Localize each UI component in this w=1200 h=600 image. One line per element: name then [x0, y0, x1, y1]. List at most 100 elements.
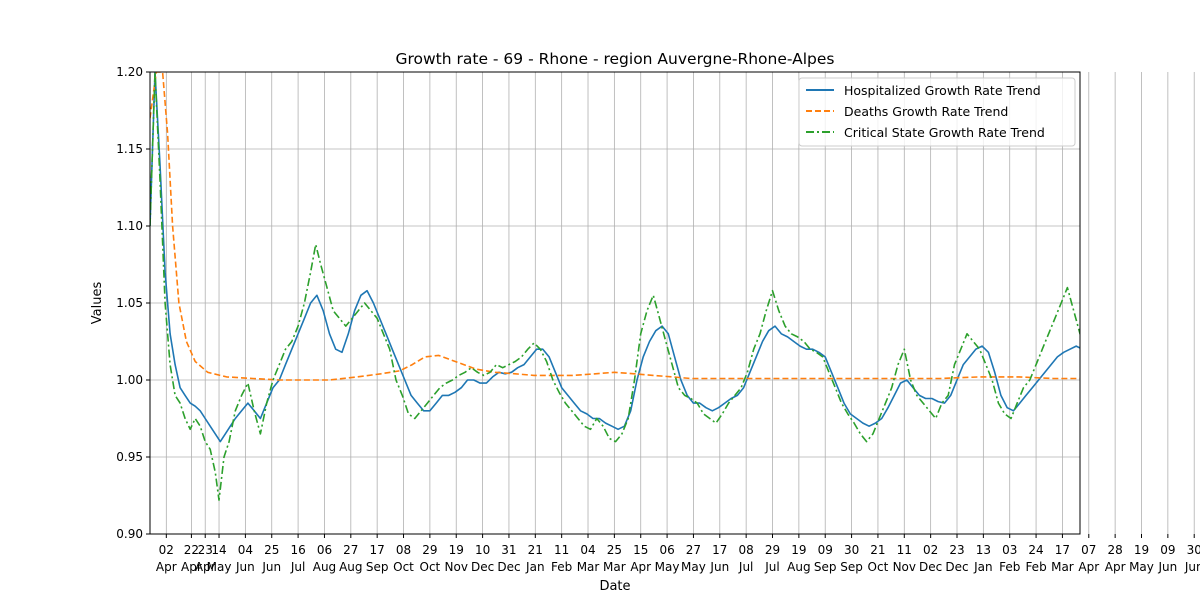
x-tick-label-month: Jul [290, 560, 305, 574]
x-tick-label-month: Jan [525, 560, 545, 574]
x-tick-label-month: Feb [551, 560, 572, 574]
x-tick-label-day: 30 [1187, 543, 1200, 557]
x-tick-label-day: 09 [818, 543, 833, 557]
legend: Hospitalized Growth Rate Trend Deaths Gr… [798, 77, 1076, 147]
x-tick-label-month: Mar [577, 560, 600, 574]
y-tick-label: 1.10 [116, 219, 143, 233]
legend-label-critical: Critical State Growth Rate Trend [844, 125, 1045, 140]
x-tick-label-day: 17 [370, 543, 385, 557]
x-tick-label-month: Aug [313, 560, 336, 574]
x-tick-label-day: 23 [949, 543, 964, 557]
x-tick-label-month: Nov [445, 560, 468, 574]
x-tick-label-month: Oct [393, 560, 414, 574]
x-tick-label-month: Sep [366, 560, 389, 574]
series-line-1 [150, 72, 1080, 381]
x-tick-label-day: 25 [607, 543, 622, 557]
x-tick-label-day: 31 [501, 543, 516, 557]
legend-box [798, 77, 1076, 147]
x-tick-label-day: 02 [923, 543, 938, 557]
x-tick-label-month: Jun [235, 560, 255, 574]
x-tick-label-month: Apr [1078, 560, 1099, 574]
x-tick-label-day: 15 [633, 543, 648, 557]
x-tick-label-month: Dec [945, 560, 968, 574]
x-tick-label-day: 10 [475, 543, 490, 557]
y-axis-label: Values [90, 282, 105, 325]
x-tick-label-day: 07 [1081, 543, 1096, 557]
x-tick-label-month: Jul [764, 560, 779, 574]
x-tick-label-day: 04 [238, 543, 253, 557]
x-tick-label-day: 06 [317, 543, 332, 557]
x-tick-label-month: Jan [973, 560, 993, 574]
x-tick-label-month: Apr [181, 560, 202, 574]
x-tick-label-month: Jun [261, 560, 281, 574]
x-tick-label-day: 19 [791, 543, 806, 557]
x-tick-label-day: 19 [1134, 543, 1149, 557]
x-tick-label-day: 09 [1160, 543, 1175, 557]
x-tick-label-month: Dec [919, 560, 942, 574]
x-tick-label-month: Sep [840, 560, 863, 574]
x-tick-label-day: 29 [422, 543, 437, 557]
y-tick-label: 0.90 [116, 527, 143, 541]
x-tick-label-month: Oct [868, 560, 889, 574]
x-tick-label-day: 25 [264, 543, 279, 557]
x-tick-label-day: 28 [1108, 543, 1123, 557]
x-tick-label-month: Jun [1184, 560, 1200, 574]
x-tick-label-month: Jun [1157, 560, 1177, 574]
x-tick-label-day: 19 [449, 543, 464, 557]
x-tick-label-month: Mar [603, 560, 626, 574]
x-tick-label-day: 27 [343, 543, 358, 557]
x-tick-label-day: 21 [870, 543, 885, 557]
x-tick-label-month: Jun [709, 560, 729, 574]
x-tick-label-month: May [655, 560, 680, 574]
x-tick-label-day: 04 [580, 543, 595, 557]
x-tick-label-month: Apr [195, 560, 216, 574]
x-tick-label-day: 23 [198, 543, 213, 557]
x-tick-label-day: 03 [1002, 543, 1017, 557]
x-tick-label-month: Mar [1051, 560, 1074, 574]
y-tick-label: 1.05 [116, 296, 143, 310]
x-tick-label-month: May [681, 560, 706, 574]
x-tick-label-day: 11 [554, 543, 569, 557]
x-axis-label: Date [599, 579, 630, 594]
legend-label-hospitalized: Hospitalized Growth Rate Trend [844, 83, 1041, 98]
x-tick-label-month: Feb [1025, 560, 1046, 574]
x-tick-label-day: 21 [528, 543, 543, 557]
x-tick-label-day: 14 [211, 543, 226, 557]
x-tick-label-day: 16 [290, 543, 305, 557]
y-tick-label: 1.15 [116, 142, 143, 156]
y-tick-label: 0.95 [116, 450, 143, 464]
x-axis: 02 Apr 22 Apr 23 Apr 14 May 04 Jun 25 Jun 16 Jul 06 Aug… [156, 534, 1200, 574]
x-tick-label-day: 17 [1055, 543, 1070, 557]
series-line-2 [150, 72, 1080, 501]
series-layer [150, 72, 1080, 501]
y-tick-label: 1.20 [116, 65, 143, 79]
x-tick-label-month: Aug [339, 560, 362, 574]
x-tick-label-month: Jul [738, 560, 753, 574]
x-tick-label-day: 22 [184, 543, 199, 557]
x-tick-label-day: 02 [159, 543, 174, 557]
legend-label-deaths: Deaths Growth Rate Trend [844, 104, 1008, 119]
x-tick-label-day: 11 [897, 543, 912, 557]
x-tick-label-day: 27 [686, 543, 701, 557]
x-tick-label-month: Aug [787, 560, 810, 574]
x-tick-label-month: Nov [893, 560, 916, 574]
x-tick-label-month: Apr [630, 560, 651, 574]
x-tick-label-month: Dec [471, 560, 494, 574]
chart-title: Growth rate - 69 - Rhone - region Auverg… [395, 50, 834, 68]
x-tick-label-month: May [1129, 560, 1154, 574]
x-tick-label-day: 13 [976, 543, 991, 557]
x-tick-label-day: 06 [659, 543, 674, 557]
x-tick-label-month: Apr [156, 560, 177, 574]
x-tick-label-month: Sep [814, 560, 837, 574]
x-tick-label-month: Apr [1105, 560, 1126, 574]
x-tick-label-month: May [207, 560, 232, 574]
series-line-0 [150, 72, 1080, 443]
x-tick-label-day: 30 [844, 543, 859, 557]
y-tick-label: 1.00 [116, 373, 143, 387]
x-tick-label-month: Dec [497, 560, 520, 574]
x-tick-label-month: Feb [999, 560, 1020, 574]
y-axis: 0.90 0.95 1.00 1.05 1.10 1.15 1.20 [116, 65, 150, 541]
x-tick-label-month: Oct [420, 560, 441, 574]
x-tick-label-day: 08 [739, 543, 754, 557]
